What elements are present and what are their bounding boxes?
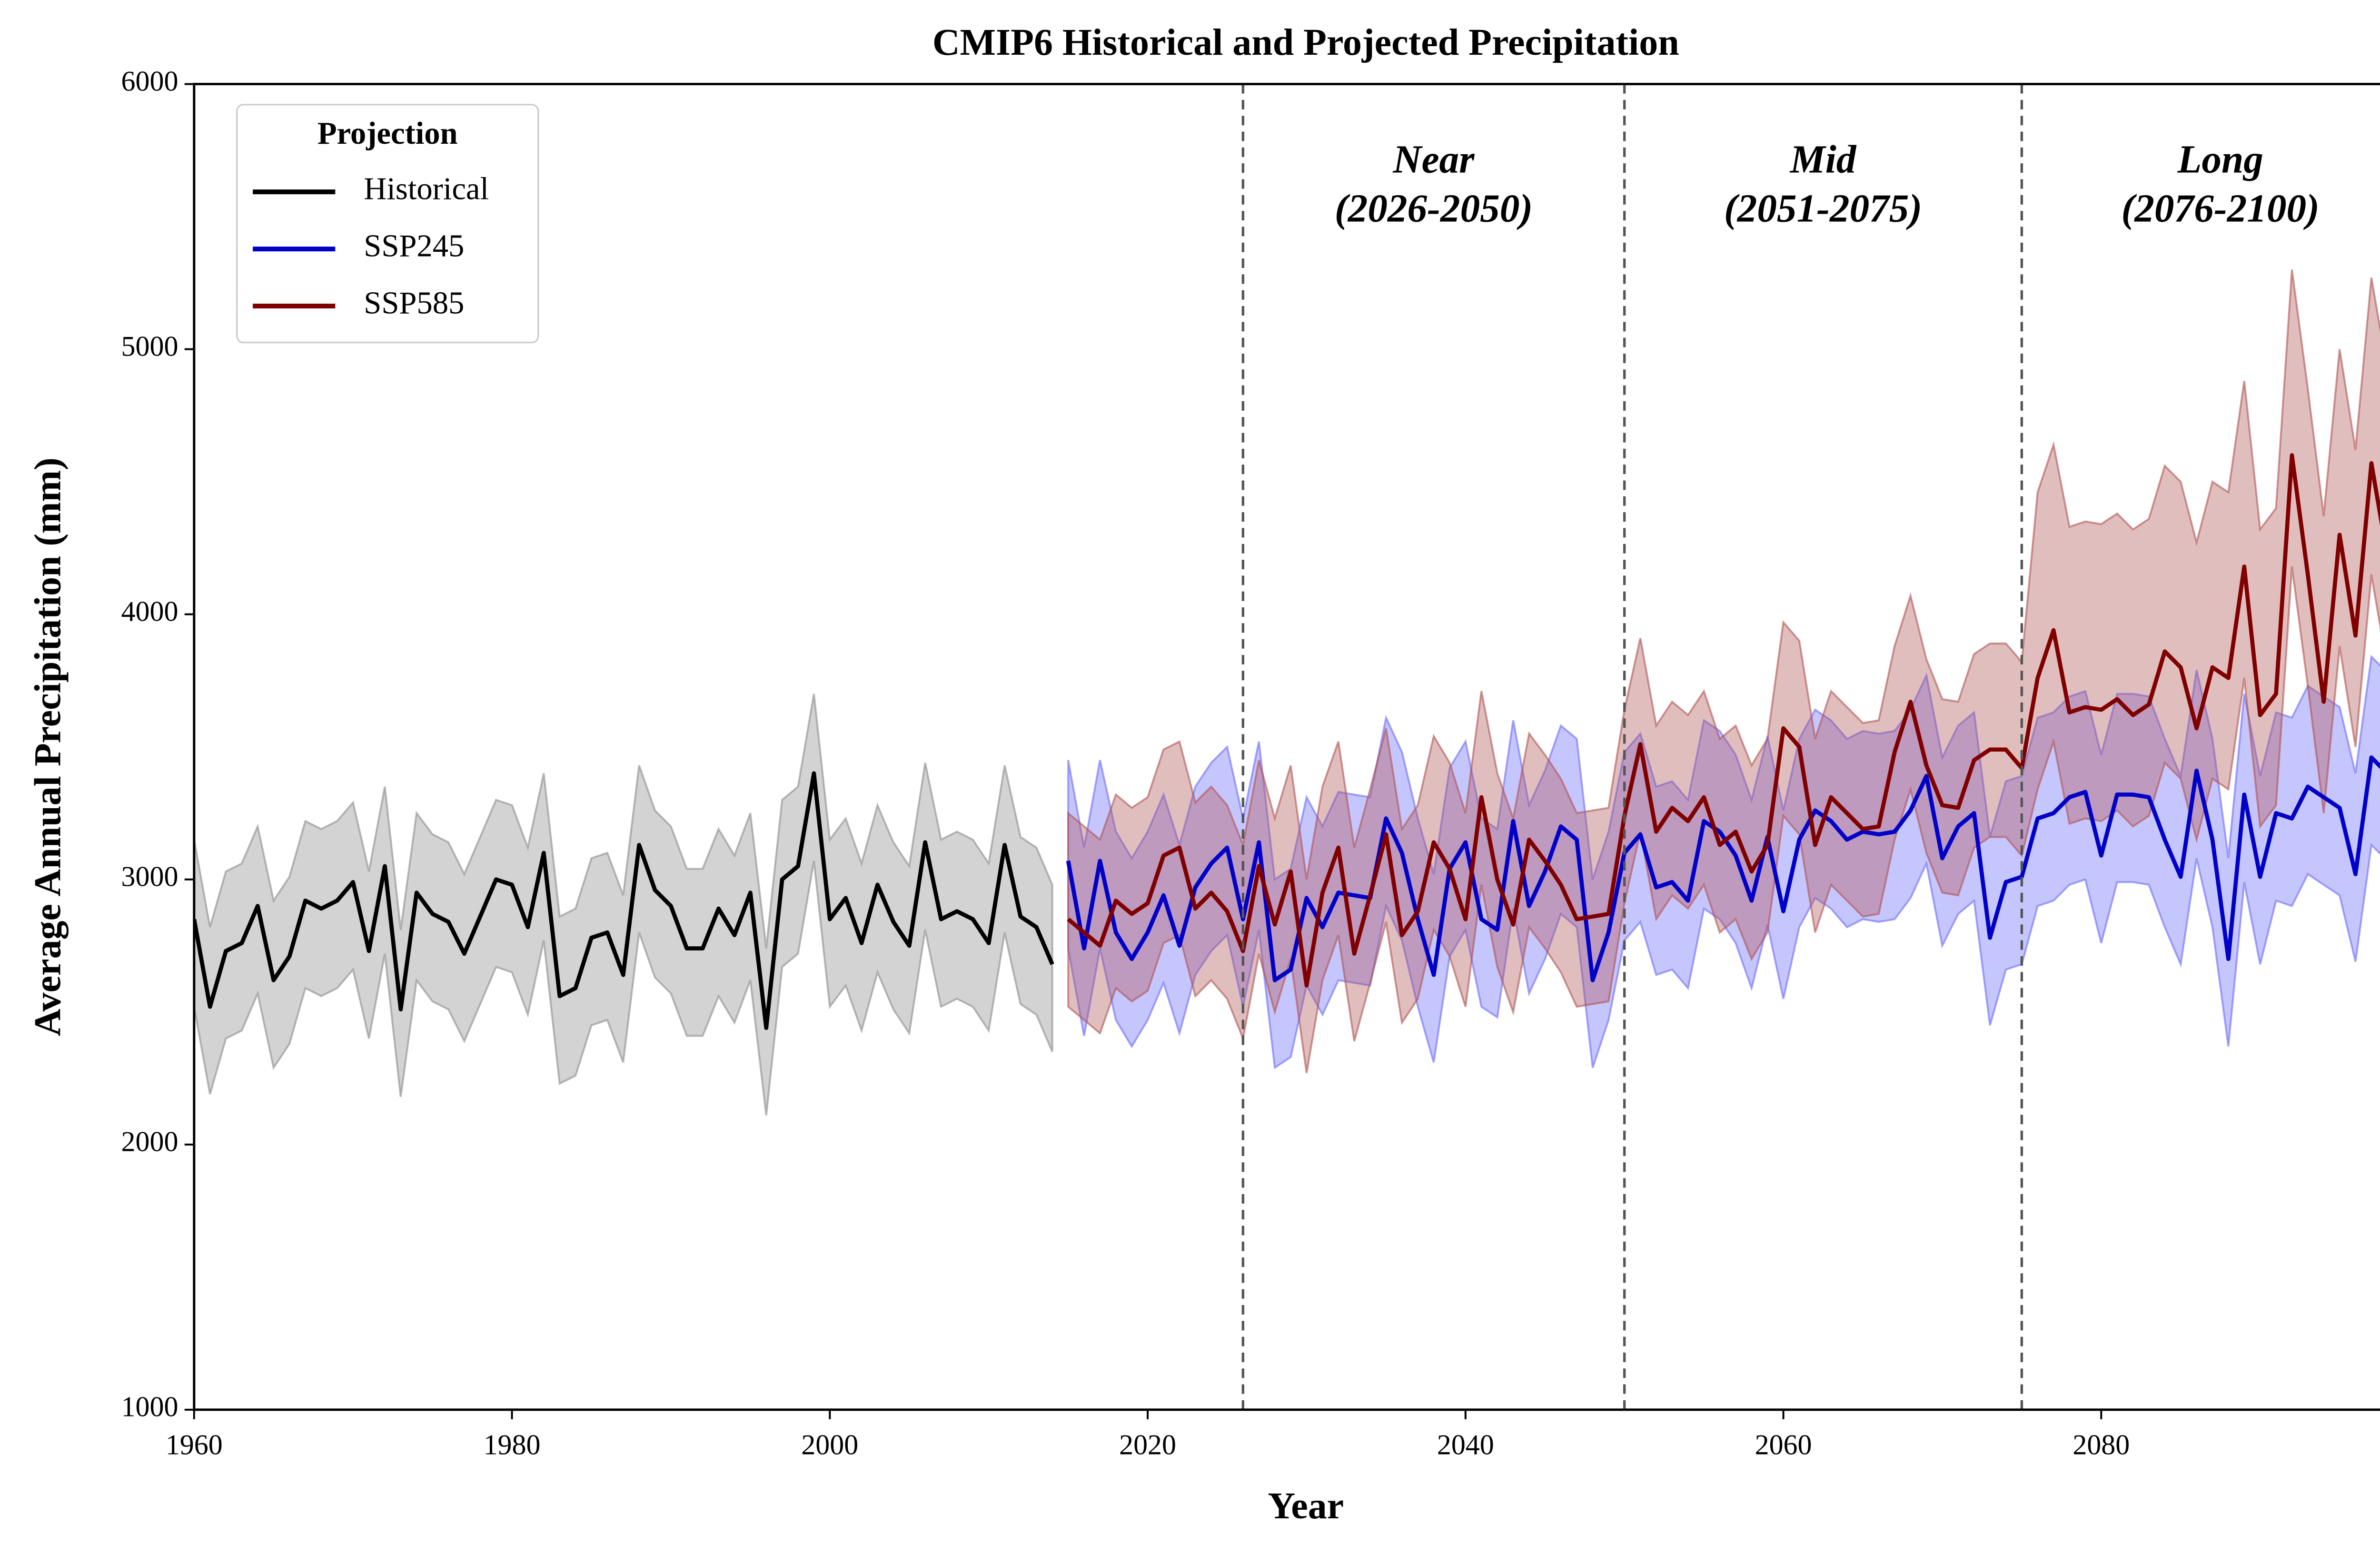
legend-label: SSP585 <box>364 286 464 320</box>
y-tick-label: 1000 <box>121 1391 178 1423</box>
y-tick-label: 4000 <box>121 595 178 627</box>
x-tick-label: 2080 <box>2073 1429 2130 1461</box>
y-tick-label: 6000 <box>121 65 178 97</box>
series-line <box>194 771 1054 1030</box>
y-tick-label: 2000 <box>121 1126 178 1158</box>
series-line <box>1067 453 2380 988</box>
period-range: (2026-2050) <box>1335 187 1533 231</box>
chart-title: CMIP6 Historical and Projected Precipita… <box>932 21 1679 63</box>
x-tick-label: 2060 <box>1755 1429 1812 1461</box>
y-tick-label: 3000 <box>121 861 178 892</box>
x-tick-label: 2020 <box>1119 1429 1176 1461</box>
axes-frame <box>193 83 2380 1411</box>
y-axis-label: Average Annual Precipitation (mm) <box>27 457 69 1036</box>
x-axis-label: Year <box>1268 1485 1344 1527</box>
period-name: Mid <box>1789 138 1857 181</box>
x-tick-label: 2040 <box>1437 1429 1494 1461</box>
plot-layer <box>194 269 2380 1116</box>
x-tick-label: 2000 <box>801 1429 858 1461</box>
legend-label: SSP245 <box>364 228 464 263</box>
uncertainty-band <box>194 693 1053 1116</box>
uncertainty-band <box>1067 269 2380 1073</box>
period-name: Long <box>2177 138 2263 181</box>
x-tick-label: 1960 <box>166 1429 223 1461</box>
period-name: Near <box>1392 138 1475 181</box>
y-tick-label: 5000 <box>121 330 178 362</box>
period-range: (2051-2075) <box>1724 187 1922 231</box>
uncertainty-band <box>1067 654 2380 1069</box>
x-tick-label: 1980 <box>484 1429 541 1461</box>
legend-label: Historical <box>364 171 489 206</box>
legend-title: Projection <box>317 116 458 151</box>
series-line <box>1066 755 2380 982</box>
period-range: (2076-2100) <box>2122 187 2320 231</box>
legend-box <box>236 104 539 344</box>
